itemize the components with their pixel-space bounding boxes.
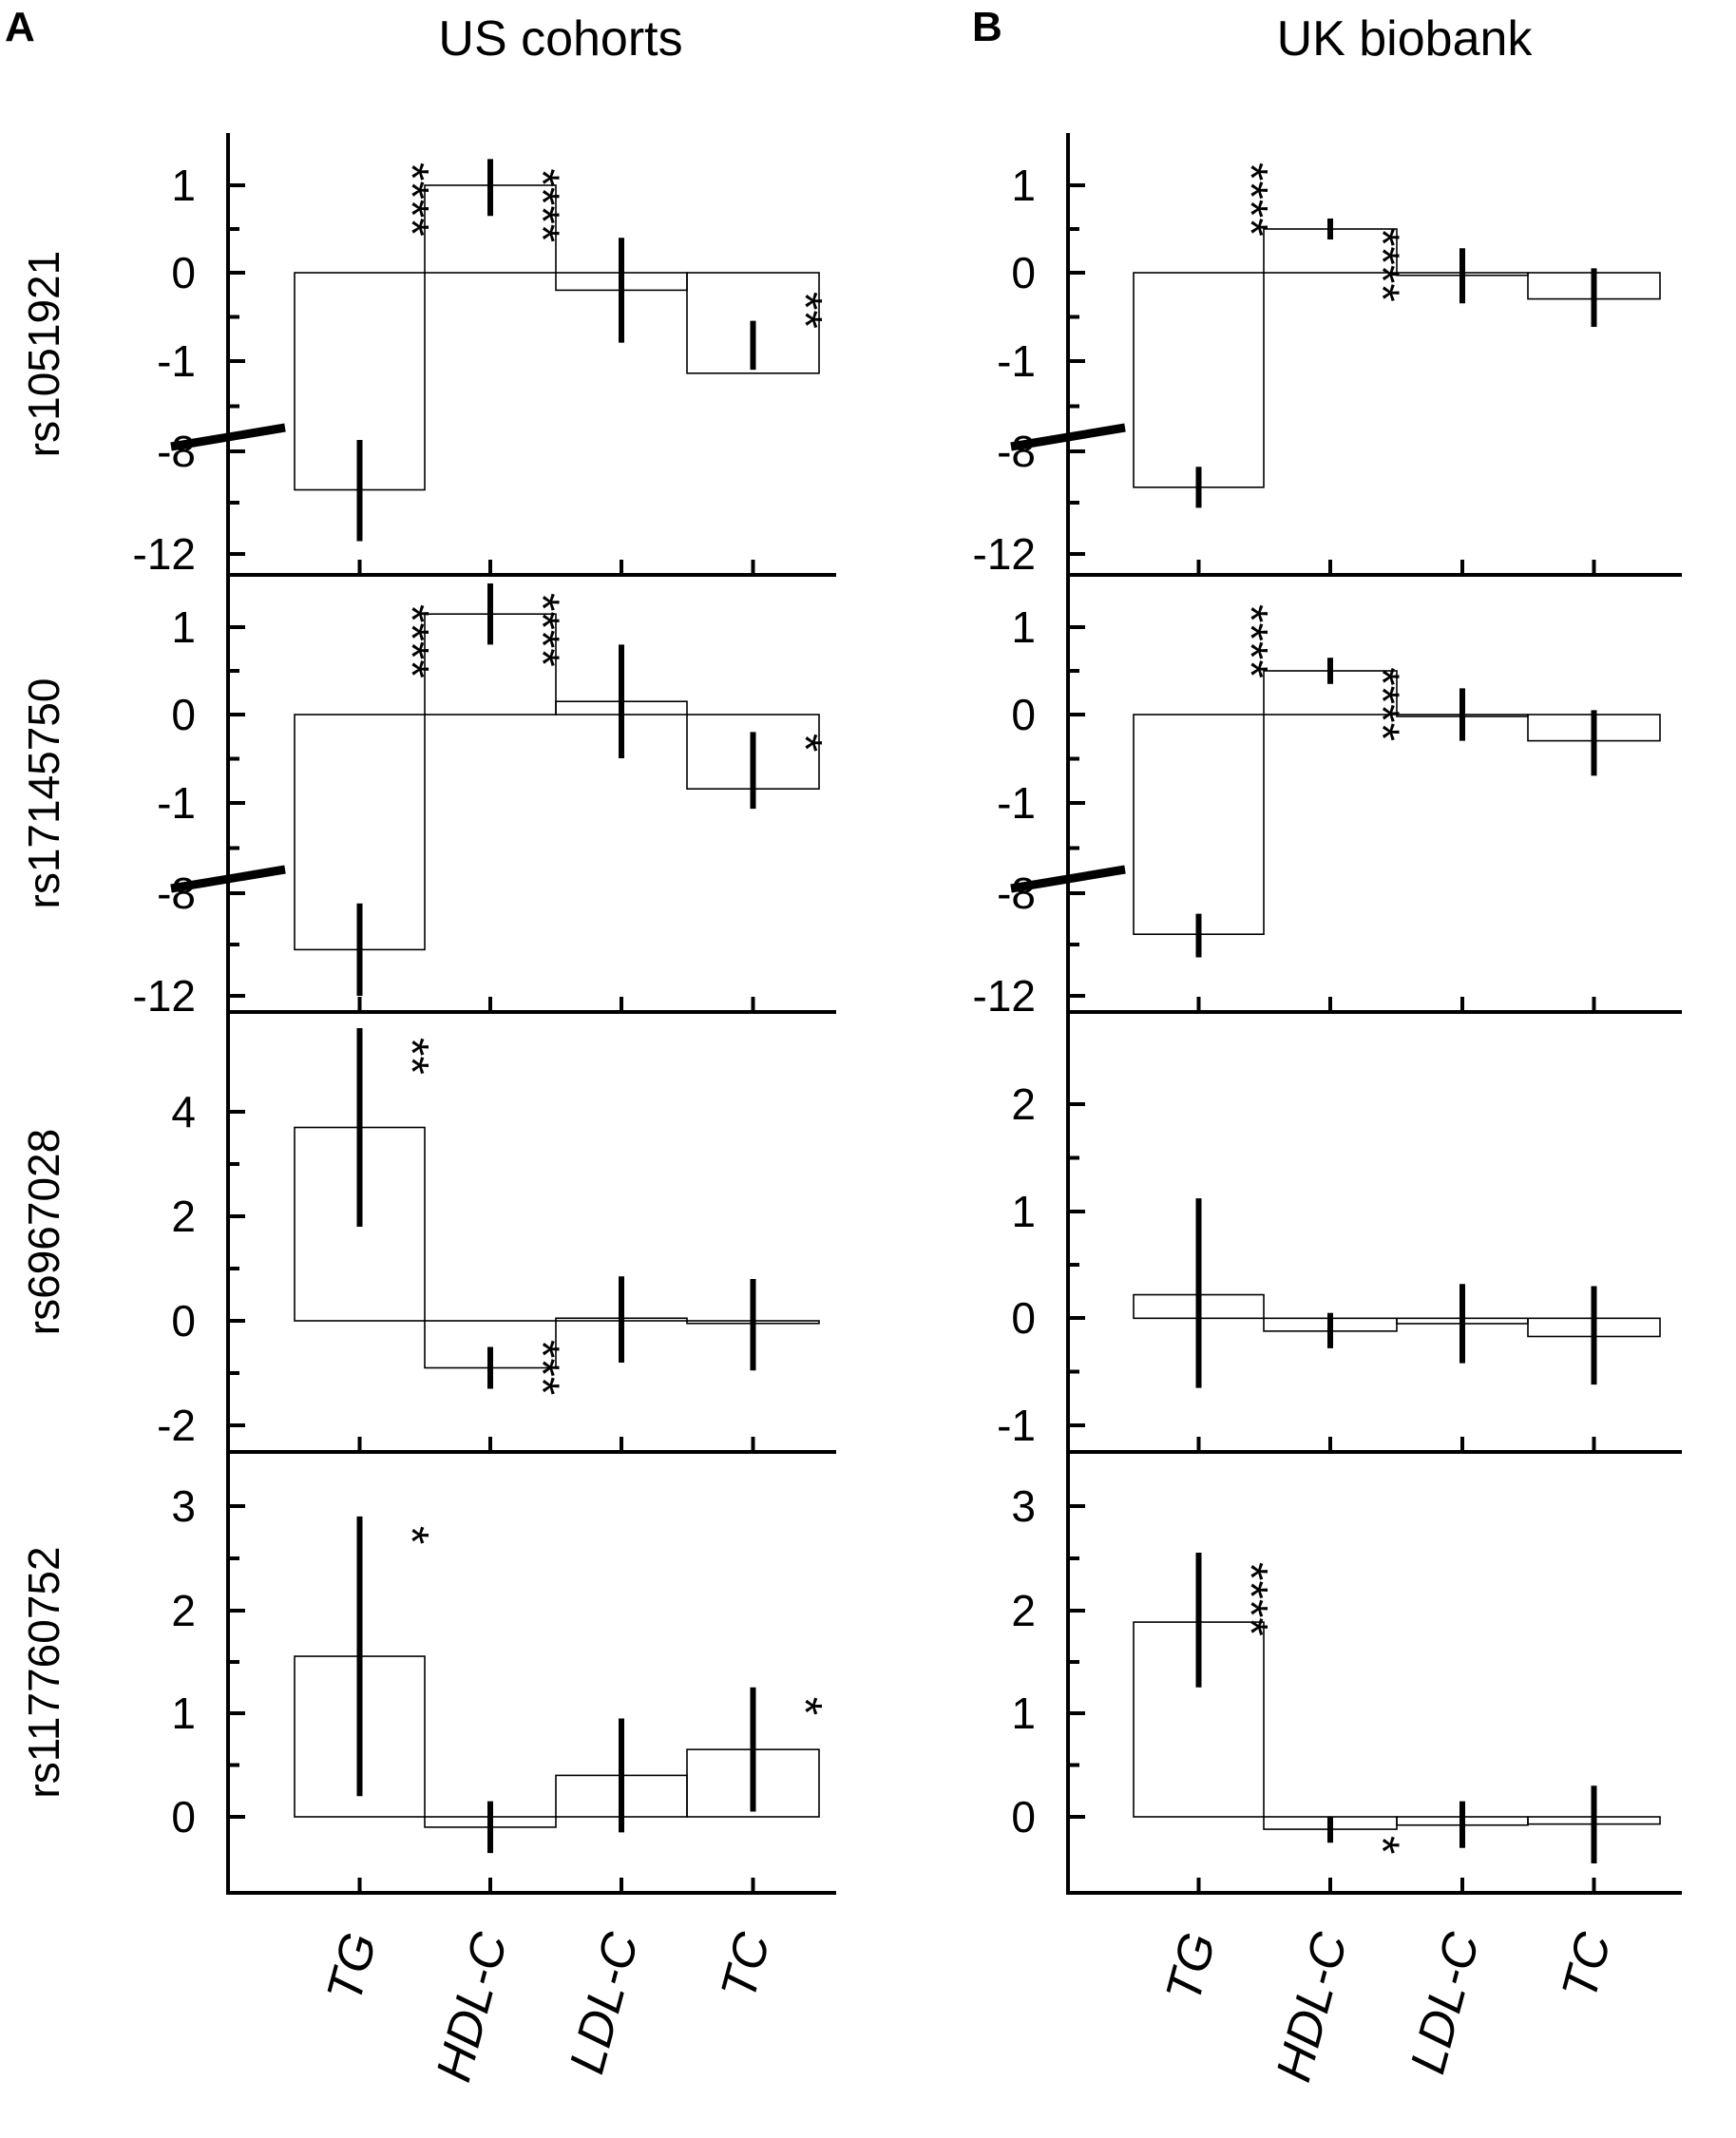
- y-tick-label: 2: [1011, 1586, 1036, 1635]
- significance-label: ****: [1356, 667, 1409, 741]
- y-tick-label: 1: [1011, 1187, 1036, 1236]
- panel-letter-a: A: [5, 4, 35, 50]
- axis-break-mark: [170, 423, 286, 451]
- y-tick-label: 0: [1011, 1792, 1036, 1842]
- panel-title-b: UK biobank: [1277, 11, 1534, 67]
- row-label: rs1051921: [19, 251, 68, 457]
- row-1-group: 1 0 -1 -8 -12 **** ****: [973, 133, 1682, 579]
- y-tick-label: 0: [1011, 690, 1036, 739]
- bar-tc: [686, 272, 820, 374]
- y-tick-label: 1: [171, 602, 196, 652]
- y-tick-label: 1: [1011, 161, 1036, 210]
- row-4-group: 3 2 1 0 * * rs117760752: [19, 1452, 836, 1895]
- y-tick-label: -8: [157, 427, 196, 476]
- category-label-hdl-c: HDL-C: [426, 1927, 518, 2088]
- category-label-ldl-c: LDL-C: [560, 1927, 650, 2080]
- y-tick-label: 0: [1011, 248, 1036, 297]
- y-tick-label: 0: [171, 1296, 196, 1346]
- plot-b: 1 0 -1 -8 -12 **** **** 1 0 -1 -8 -12 **** **** 2 1 0 -1 3…: [973, 133, 1682, 2088]
- significance-label: *: [779, 734, 832, 752]
- significance-label: **: [779, 292, 832, 329]
- y-tick-label: -2: [157, 1401, 196, 1450]
- category-label-tg: TG: [1155, 1927, 1227, 2008]
- y-tick-label: 0: [171, 690, 196, 739]
- row-label: rs117760752: [19, 1546, 68, 1798]
- y-tick-label: 3: [171, 1481, 196, 1531]
- significance-label: ****: [1225, 604, 1278, 678]
- panel-letter-b: B: [972, 4, 1002, 50]
- y-tick-label: 1: [1011, 602, 1036, 652]
- significance-label: ****: [386, 604, 439, 678]
- axis-break-mark: [170, 865, 286, 893]
- significance-label: **: [386, 1038, 439, 1075]
- bar-tg: [1133, 714, 1265, 935]
- significance-label: ****: [1225, 1562, 1278, 1636]
- category-label-ldl-c: LDL-C: [1401, 1927, 1491, 2080]
- y-tick-label: -1: [997, 778, 1036, 828]
- y-tick-label: 2: [171, 1192, 196, 1241]
- category-label-hdl-c: HDL-C: [1266, 1927, 1358, 2088]
- significance-label: ****: [516, 593, 569, 667]
- y-tick-label: -1: [997, 336, 1036, 386]
- y-tick-label: -12: [973, 529, 1036, 579]
- row-2-group: 1 0 -1 -8 -12 **** ****: [973, 575, 1682, 1021]
- y-tick-label: 3: [1011, 1481, 1036, 1531]
- y-tick-label: -12: [133, 971, 196, 1021]
- y-tick-label: 1: [171, 161, 196, 210]
- axis-break-mark: [1010, 423, 1126, 451]
- y-tick-label: -12: [133, 529, 196, 579]
- category-label-tc: TC: [1552, 1927, 1622, 2005]
- row-3-group: 420-2*****rs6967028: [19, 1012, 836, 1454]
- panel-b: B UK biobank 10-1-8-12********10-1-8-12*…: [972, 4, 1682, 2088]
- axis-break-mark: [1010, 865, 1126, 893]
- significance-label: *: [1356, 1836, 1409, 1854]
- row-2-group: 10-1-8-12**** *****rs17145750: [19, 575, 836, 1021]
- bar-tg: [1133, 272, 1265, 488]
- row-label: rs17145750: [19, 678, 68, 909]
- y-tick-label: -8: [997, 869, 1036, 918]
- significance-label: ****: [516, 168, 569, 242]
- significance-label: ****: [1356, 228, 1409, 302]
- y-tick-label: -8: [157, 869, 196, 918]
- panel-a: A US cohorts 10-1-8-12**** ******rs105192…: [5, 4, 836, 2088]
- y-tick-label: 2: [171, 1586, 196, 1635]
- y-tick-label: -1: [157, 336, 196, 386]
- row-label: rs6967028: [19, 1129, 68, 1335]
- significance-label: ****: [1225, 162, 1278, 237]
- category-label-tg: TG: [316, 1927, 388, 2008]
- y-tick-label: -1: [157, 778, 196, 828]
- significance-label: ***: [516, 1340, 569, 1395]
- y-tick-label: 2: [1011, 1079, 1036, 1129]
- y-tick-label: 4: [171, 1087, 196, 1136]
- y-tick-label: 0: [171, 1792, 196, 1842]
- y-tick-label: 1: [1011, 1689, 1036, 1738]
- panel-title-a: US cohorts: [438, 11, 682, 67]
- y-tick-label: -12: [973, 971, 1036, 1021]
- y-tick-label: 1: [171, 1689, 196, 1738]
- y-tick-label: -8: [997, 427, 1036, 476]
- significance-label: *: [386, 1526, 439, 1544]
- category-label-tc: TC: [711, 1927, 781, 2005]
- significance-label: *: [779, 1697, 832, 1715]
- y-tick-label: 0: [171, 248, 196, 297]
- y-tick-label: -1: [997, 1401, 1036, 1450]
- row-3-group: 2 1 0 -1: [997, 1012, 1682, 1454]
- row-1-group: 10-1-8-12**** ******rs1051921: [19, 133, 836, 579]
- plot-a: 10-1-8-12**** ******rs105192110-1-8-12***…: [19, 133, 836, 2088]
- y-tick-label: 0: [1011, 1293, 1036, 1343]
- significance-label: ****: [386, 162, 439, 237]
